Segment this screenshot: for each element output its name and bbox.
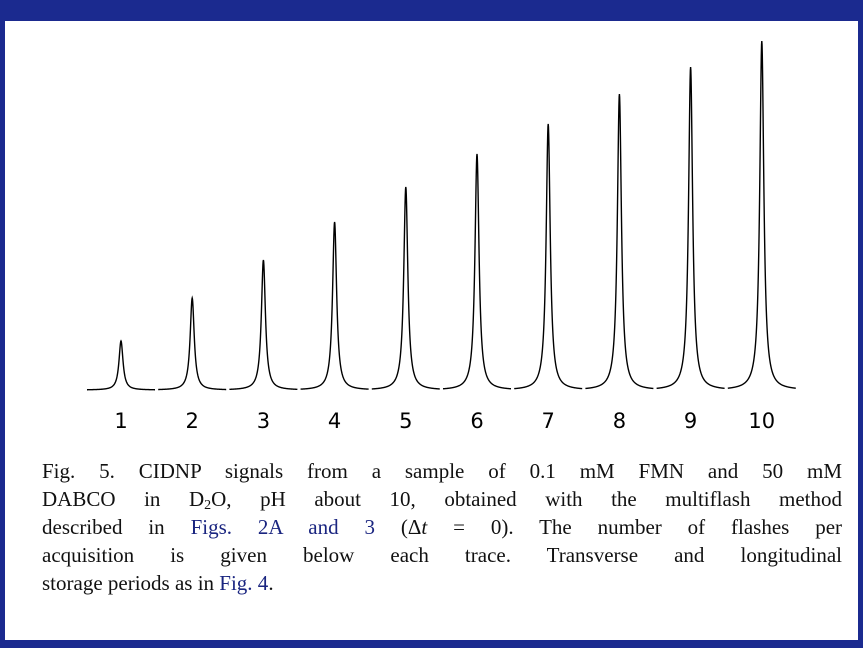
nmr-peak [229,259,298,391]
trace-label: 10 [748,409,775,433]
nmr-peak [585,93,654,390]
nmr-peak [727,40,796,389]
nmr-peak [158,295,227,391]
nmr-peak [514,123,583,390]
nmr-peak [300,221,369,390]
caption-line: Fig. 5. CIDNP signals from a sample of 0… [42,457,842,485]
nmr-peak [656,66,725,390]
trace-label: 6 [470,409,483,433]
caption-text: 2 [204,498,212,513]
caption-text: t [421,515,428,539]
figure-link[interactable]: Fig. 4 [219,571,269,595]
trace-label: 8 [613,409,626,433]
nmr-peak [86,339,156,391]
caption-text: O, pH about 10, obtained with the multif… [211,487,842,511]
nmr-peak [371,186,440,390]
caption-text: Fig. 5. CIDNP signals from a sample of 0… [42,459,842,483]
caption-text: storage periods as in [42,571,220,595]
nmr-peak [442,153,512,390]
caption-text: acquisition is given below each trace. T… [42,543,842,567]
trace-label: 9 [684,409,697,433]
figure: 1 2 3 4 5 6 7 8 9 10 [86,40,796,433]
caption-text: DABCO in D [42,487,205,511]
figure-link[interactable]: Figs. 2A and 3 [190,515,375,539]
caption-text: = 0). The number of flashes per [427,515,842,539]
caption-line: storage periods as in Fig. 4. [42,569,842,597]
caption-line: acquisition is given below each trace. T… [42,541,842,569]
trace-label: 1 [114,409,127,433]
caption-text: . [268,571,274,595]
trace-label: 2 [186,409,199,433]
caption-line: described in Figs. 2A and 3 (Δt = 0). Th… [42,513,842,541]
trace-label: 4 [328,409,341,433]
figure-caption: Fig. 5. CIDNP signals from a sample of 0… [42,457,842,597]
caption-text: (Δ [374,515,422,539]
trace-label: 7 [542,409,555,433]
paper-page: 1 2 3 4 5 6 7 8 9 10 Fig. 5. CIDNP signals from a… [5,21,858,640]
trace-label: 5 [399,409,412,433]
caption-text: described in [42,515,191,539]
caption-line: DABCO in D2O, pH about 10, obtained with… [42,485,842,513]
trace-label: 3 [257,409,270,433]
